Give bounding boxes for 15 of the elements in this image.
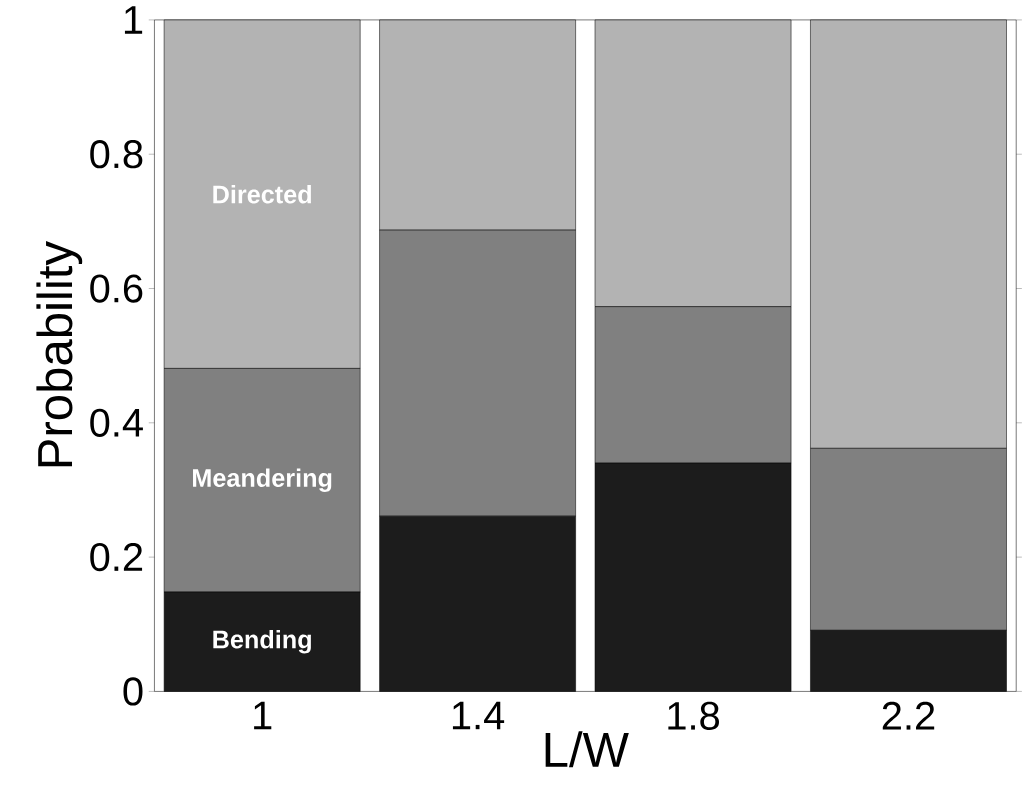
series-label: Bending bbox=[213, 629, 311, 654]
x-tick-label: 2.2 bbox=[882, 701, 935, 730]
x-tick-label: 1 bbox=[254, 701, 272, 730]
y-tick-label: 1 bbox=[124, 6, 143, 34]
x-axis-title: L/W bbox=[545, 731, 629, 768]
y-tick-label: 0.4 bbox=[90, 408, 143, 437]
x-tick-label: 1.8 bbox=[668, 701, 720, 730]
y-tick-label: 0.6 bbox=[90, 274, 143, 303]
y-tick-label: 0.2 bbox=[90, 543, 143, 572]
series-label: Directed bbox=[213, 184, 311, 204]
y-tick-label: 0 bbox=[123, 677, 143, 706]
series-label: Meandering bbox=[193, 468, 332, 493]
y-axis-title: Probability bbox=[36, 241, 83, 467]
x-tick-label: 1.4 bbox=[452, 701, 505, 730]
y-tick-label: 0.8 bbox=[90, 140, 143, 169]
